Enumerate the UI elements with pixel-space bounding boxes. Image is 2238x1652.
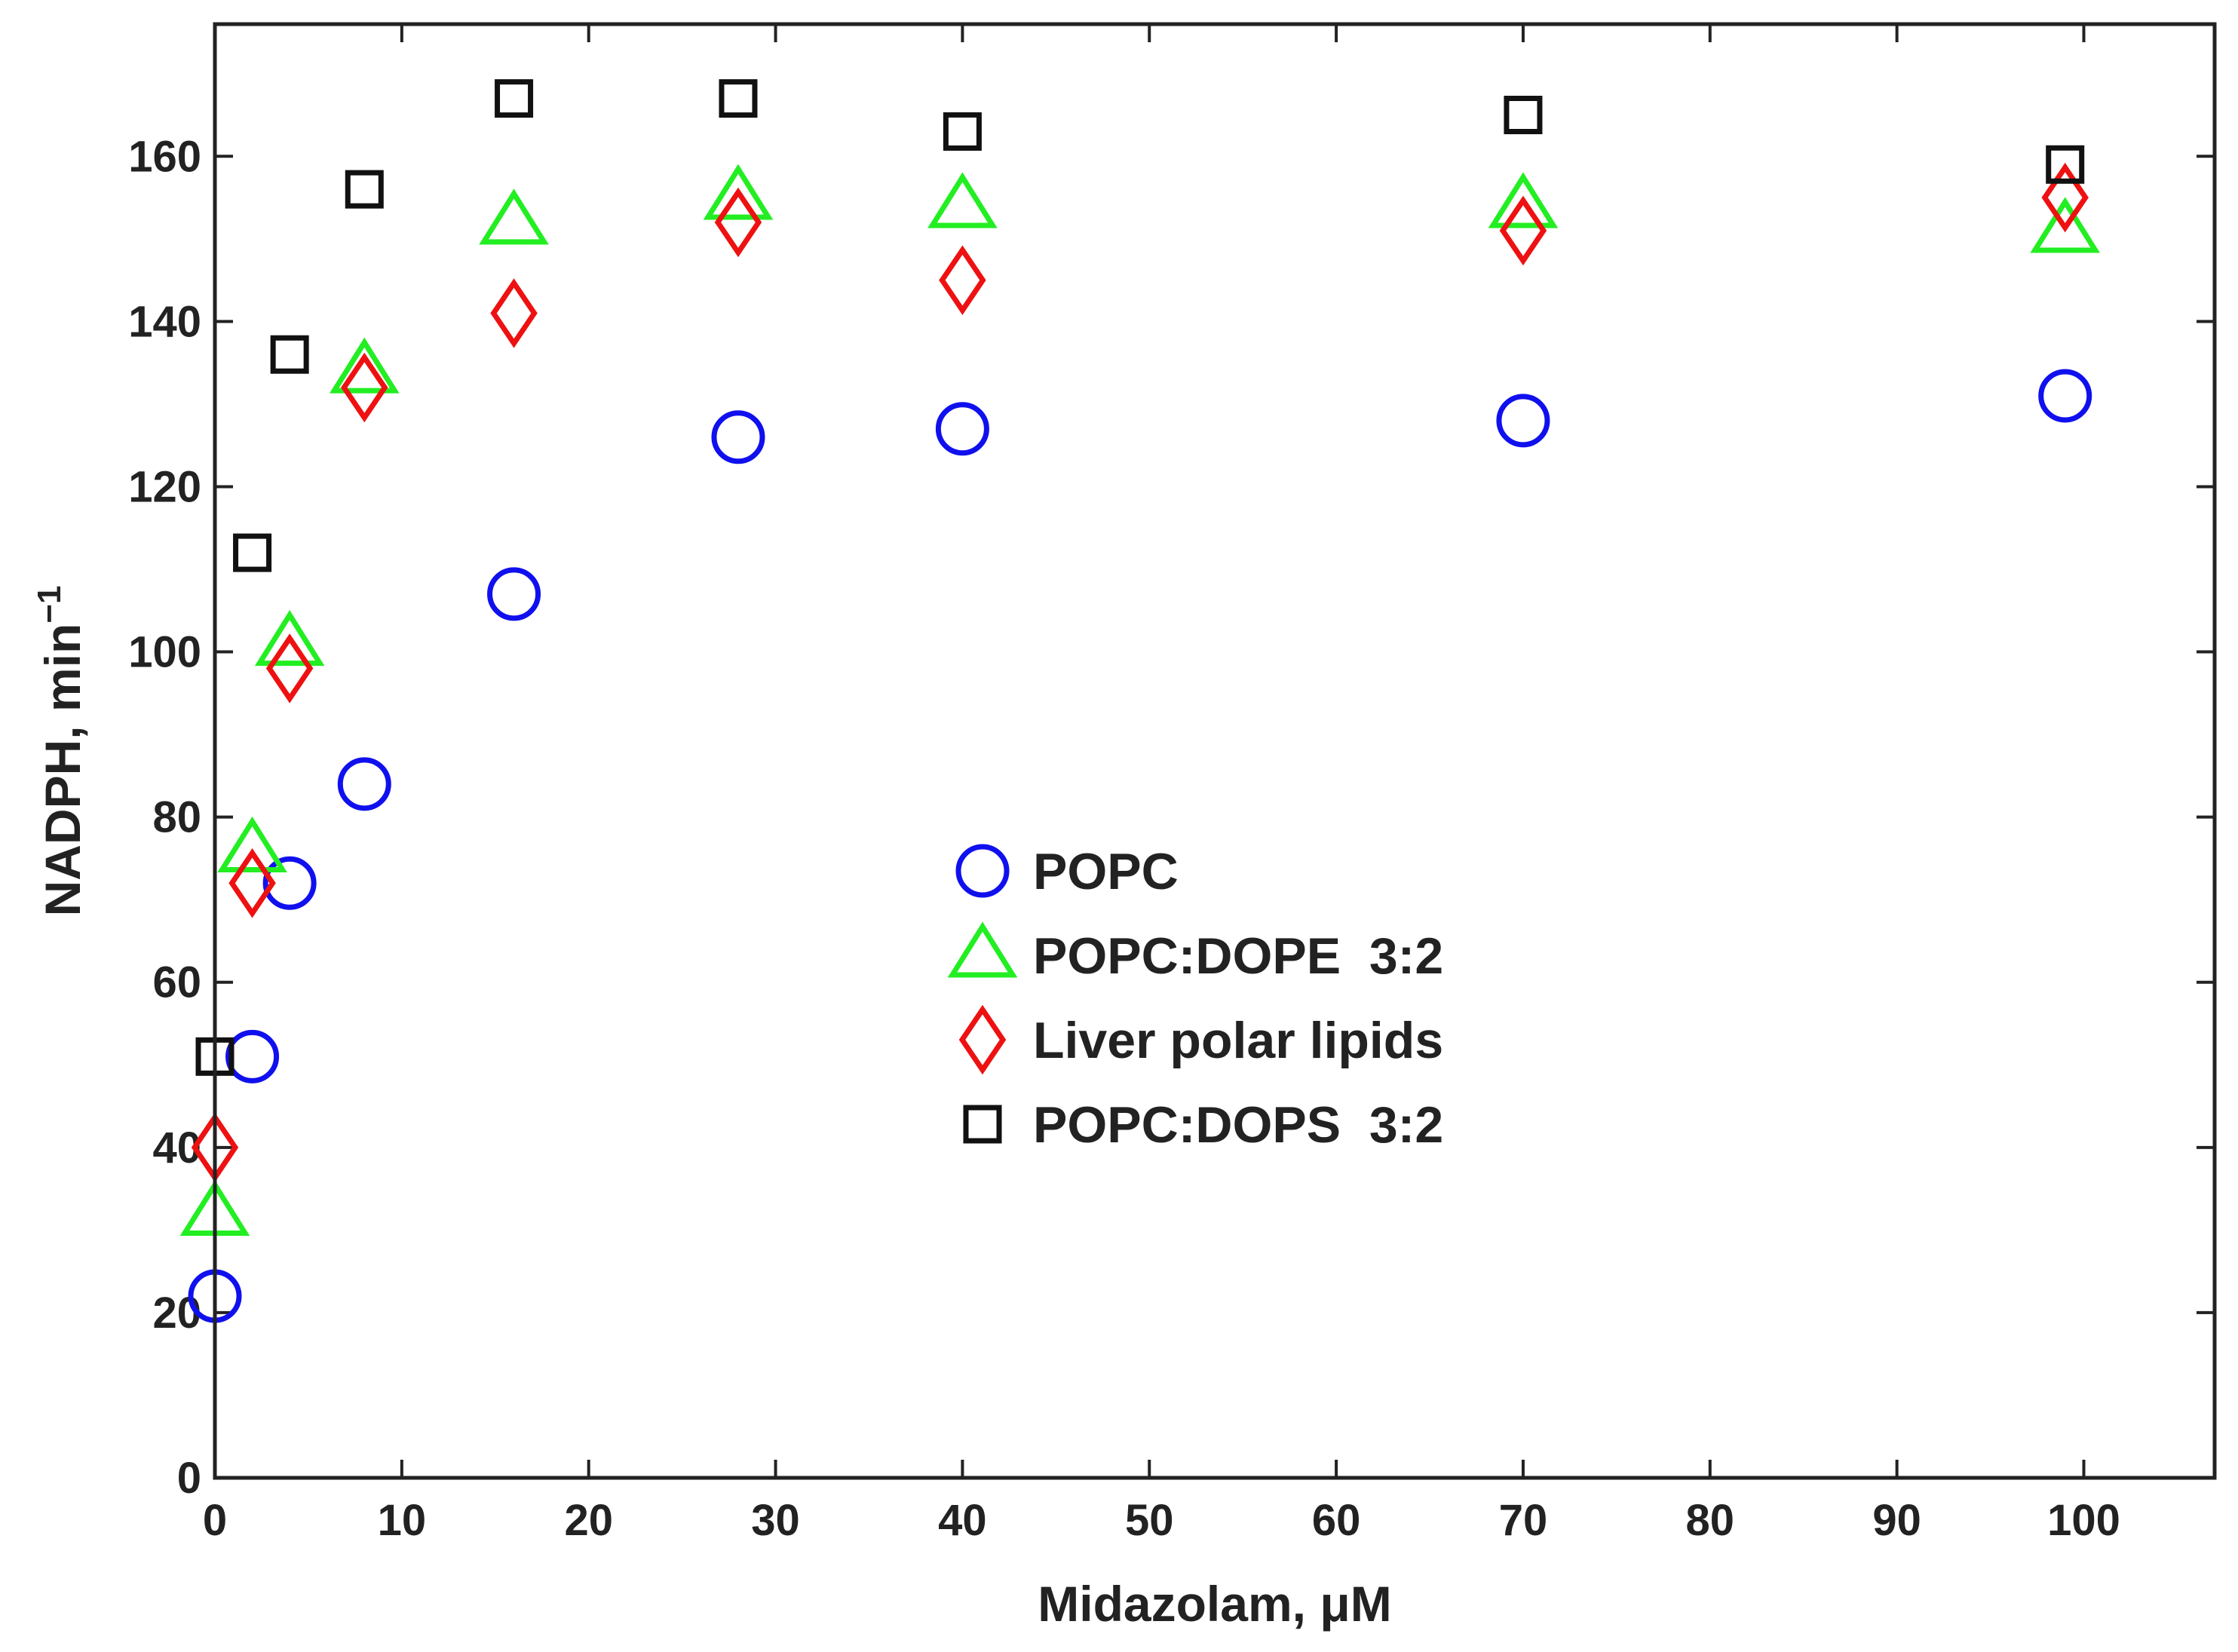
- data-point-diamond: [265, 633, 314, 703]
- x-tick-label: 60: [1312, 1496, 1361, 1545]
- y-axis-title-text: NADPH, min: [35, 624, 90, 917]
- data-point-triangle: [254, 609, 325, 667]
- y-tick-label: 20: [152, 1289, 201, 1338]
- legend-marker-circle: [955, 844, 1010, 898]
- y-tick-label: 140: [128, 297, 201, 346]
- data-point-triangle: [2030, 197, 2101, 253]
- y-axis-title: NADPH, min−1: [31, 586, 90, 917]
- data-point-circle: [935, 402, 989, 456]
- y-tick-label: 60: [152, 958, 201, 1007]
- data-points: [179, 79, 2101, 1323]
- legend-marker-diamond: [958, 1004, 1007, 1075]
- y-tick-label: 120: [128, 462, 201, 511]
- data-point-circle: [262, 856, 317, 910]
- x-tick-label: 90: [1872, 1496, 1921, 1545]
- legend-label: POPC:DOPS 3:2: [1033, 1096, 1443, 1154]
- x-tick-label: 30: [751, 1496, 800, 1545]
- x-tick-label: 100: [2047, 1496, 2120, 1545]
- legend-label: Liver polar lipids: [1033, 1012, 1443, 1069]
- ticks: 0 10 20 30 40 50 60 70 80 90 100020406080100120140…: [128, 24, 2215, 1545]
- series-square: [195, 79, 2085, 1076]
- x-axis-title: Midazolam, μM: [1038, 1576, 1391, 1632]
- data-point-circle: [2038, 369, 2092, 423]
- data-point-square: [943, 112, 982, 151]
- data-point-diamond: [939, 245, 986, 315]
- y-tick-label: 80: [152, 793, 201, 842]
- y-tick-label: 160: [128, 132, 201, 181]
- data-point-square: [2046, 145, 2085, 184]
- legend-marker-square: [963, 1105, 1002, 1144]
- data-point-diamond: [228, 848, 276, 918]
- data-point-circle: [1496, 394, 1550, 448]
- series-diamond: [191, 162, 2089, 1183]
- data-point-diamond: [2041, 162, 2089, 233]
- data-point-triangle: [329, 337, 400, 394]
- data-point-diamond: [1499, 195, 1547, 266]
- data-point-triangle: [703, 164, 774, 220]
- data-point-square: [719, 79, 758, 118]
- y-axis-title-superscript: −1: [31, 586, 68, 624]
- legend-label: POPC:DOPE 3:2: [1033, 927, 1443, 985]
- x-tick-label: 80: [1686, 1496, 1735, 1545]
- data-point-square: [233, 533, 272, 572]
- legend-label: POPC: [1033, 843, 1179, 900]
- legend: POPC POPC:DOPE 3:2 Liver polar lipids POPC:…: [947, 843, 1443, 1154]
- data-point-circle: [487, 567, 541, 621]
- data-point-square: [1504, 96, 1543, 134]
- data-point-circle: [337, 757, 391, 811]
- data-point-diamond: [714, 187, 762, 258]
- data-point-triangle: [217, 816, 287, 872]
- data-point-square: [345, 170, 384, 209]
- plot-frame: [213, 22, 2217, 1480]
- legend-marker-triangle: [947, 921, 1018, 978]
- y-tick-label: 100: [128, 628, 201, 677]
- y-tick-label: 0: [177, 1454, 201, 1503]
- x-tick-label: 0: [203, 1496, 227, 1545]
- data-point-triangle: [1488, 172, 1559, 228]
- data-point-square: [495, 79, 534, 118]
- data-point-square: [270, 335, 309, 374]
- x-tick-label: 70: [1499, 1496, 1548, 1545]
- data-point-circle: [711, 410, 765, 464]
- x-tick-label: 50: [1125, 1496, 1174, 1545]
- data-point-circle: [225, 1029, 280, 1083]
- data-point-diamond: [341, 352, 388, 423]
- data-point-triangle: [479, 188, 549, 245]
- data-point-triangle: [927, 172, 998, 228]
- x-tick-label: 40: [938, 1496, 987, 1545]
- data-point-diamond: [490, 278, 538, 348]
- series-circle: [188, 369, 2092, 1323]
- x-tick-label: 10: [378, 1496, 427, 1545]
- x-tick-label: 20: [564, 1496, 613, 1545]
